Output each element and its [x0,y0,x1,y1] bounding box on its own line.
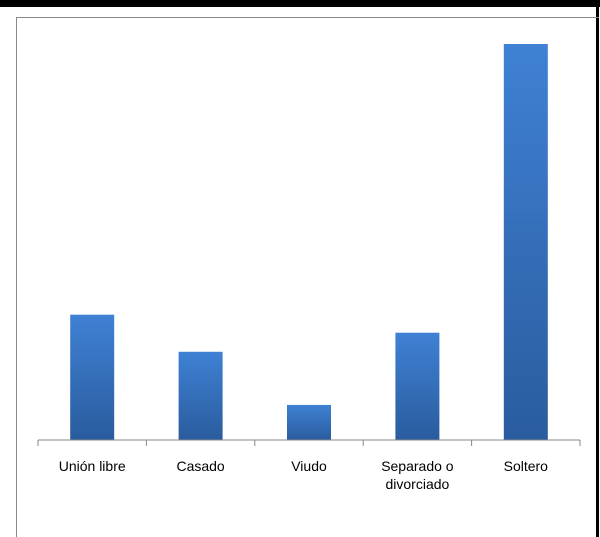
x-axis-labels: Unión libre Casado Viudo Separado o divorcia… [59,458,548,492]
x-tick-label-line: Viudo [291,458,327,474]
x-tick-label: Separado o divorciado [381,458,454,492]
chart-frame [16,17,599,537]
bar-separado-o-divorciado [395,332,440,440]
x-tick-label: Unión libre [59,458,126,474]
x-tick-label: Soltero [504,458,549,474]
x-tick-label-line: Casado [176,458,224,474]
x-tick-label-line: Soltero [504,458,549,474]
bar-casado [178,351,223,440]
x-tick-label-line: Unión libre [59,458,126,474]
bar-uni-n-libre [70,314,115,440]
window-right-border [596,7,599,537]
x-tick-label-line: divorciado [385,476,449,492]
x-axis-ticks [37,440,581,446]
bar-viudo [287,404,331,440]
x-tick-label: Viudo [291,458,327,474]
window-top-border [0,0,600,7]
x-tick-label: Casado [176,458,224,474]
x-tick-label-line: Separado o [381,458,454,474]
bar-soltero [503,44,548,440]
bar-series [70,44,548,440]
